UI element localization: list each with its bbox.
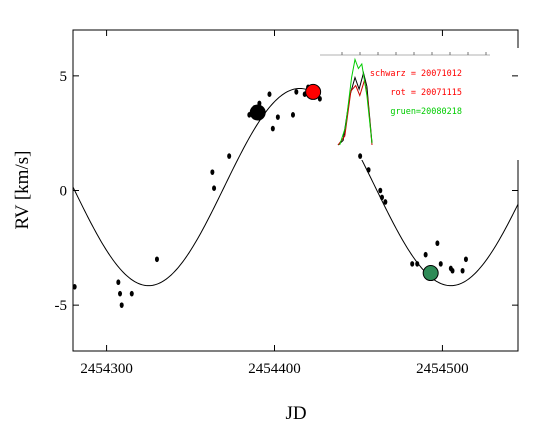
data-point (275, 114, 280, 120)
data-point (212, 185, 217, 192)
y-tick-label: 0 (60, 184, 68, 200)
x-axis-label: JD (285, 403, 306, 424)
highlight-point (305, 83, 322, 100)
highlight-point (249, 104, 266, 121)
data-point (267, 91, 272, 97)
data-point (358, 153, 363, 159)
y-tick-label: -5 (55, 298, 68, 314)
data-point (423, 251, 428, 258)
inset-legend-entry: gruen=20080218 (390, 107, 462, 117)
line-profile-inset: schwarz = 20071012 rot = 20071115 gruen=20… (320, 52, 490, 146)
inset-legend-entry: rot = 20071115 (390, 88, 462, 98)
highlight-point (422, 265, 439, 282)
y-tick-label: 5 (60, 69, 68, 85)
data-point (129, 290, 134, 297)
data-point (154, 256, 159, 263)
model-curve-layer (72, 87, 519, 287)
x-tick-label: 2454300 (80, 361, 133, 377)
data-point (118, 290, 123, 297)
data-point (378, 187, 383, 194)
data-point (463, 256, 468, 263)
data-point (410, 261, 415, 267)
inset-profile (339, 57, 373, 146)
inset-profile (337, 71, 373, 146)
data-point (450, 267, 455, 274)
axes-layer: 2454300 2454400 2454500 5 0 -5 (55, 30, 518, 377)
inset-background (320, 48, 520, 160)
data-point (383, 199, 388, 205)
inset-legend-entry: schwarz = 20071012 (370, 69, 462, 79)
data-point (290, 112, 295, 118)
data-point (227, 153, 232, 159)
data-point (438, 261, 443, 267)
data-points-layer (72, 83, 468, 308)
data-point (116, 279, 121, 286)
data-point (294, 89, 299, 95)
data-point (119, 302, 124, 308)
data-point (435, 240, 440, 247)
data-point (379, 194, 384, 201)
data-point (270, 125, 275, 132)
data-point (72, 284, 77, 290)
y-axis-label: RV [km/s] (12, 151, 33, 230)
data-point (415, 261, 420, 267)
x-tick-label: 2454500 (416, 361, 469, 377)
data-point (460, 267, 465, 274)
model-curve (72, 87, 519, 287)
x-tick-label: 2454400 (248, 361, 301, 377)
data-point (366, 167, 371, 173)
inset-mask-layer (320, 48, 520, 160)
data-point (210, 169, 215, 175)
